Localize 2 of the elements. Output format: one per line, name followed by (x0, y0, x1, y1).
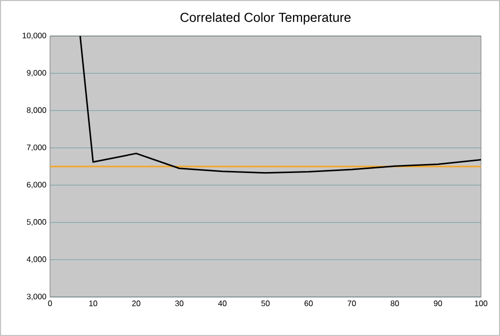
line-series (79, 36, 482, 174)
chart-title: Correlated Color Temperature (180, 12, 351, 24)
